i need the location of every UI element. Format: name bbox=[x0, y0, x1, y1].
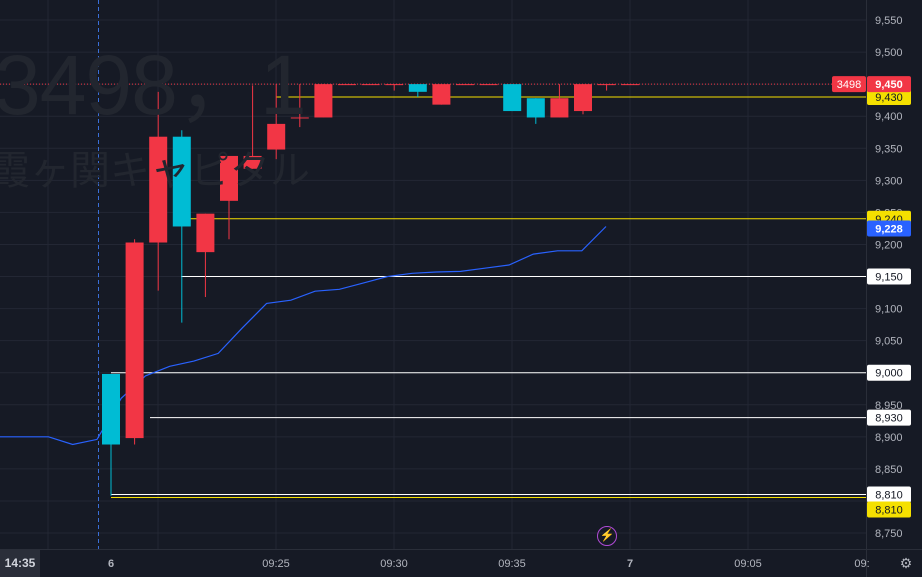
time-axis[interactable]: 6 09:25 09:30 09:35 7 09:05 09: bbox=[0, 549, 922, 571]
line-price-badge bbox=[867, 501, 911, 518]
candle-body bbox=[385, 84, 404, 86]
price-tick-label: 8,950 bbox=[875, 400, 903, 412]
candle-body bbox=[267, 123, 286, 150]
candle-body bbox=[550, 98, 569, 118]
candle-body bbox=[479, 84, 498, 86]
candle-body bbox=[574, 84, 592, 112]
crosshair-time-label: 14:35 bbox=[0, 549, 40, 577]
gear-icon[interactable]: ⚙ bbox=[899, 555, 913, 571]
candle-body bbox=[456, 84, 474, 86]
line-price-badge-label: 8,810 bbox=[875, 505, 903, 517]
time-tick-label: 6 bbox=[108, 558, 114, 570]
candle-body bbox=[243, 155, 262, 169]
lightning-icon[interactable]: ⚡ bbox=[597, 526, 617, 546]
candle-body bbox=[196, 213, 215, 253]
line-price-badge bbox=[867, 409, 911, 426]
candle-body bbox=[314, 84, 333, 118]
symbol-badge-label: 3498 bbox=[837, 79, 861, 91]
line-price-badge bbox=[867, 268, 911, 285]
price-tick-label: 9,300 bbox=[875, 175, 903, 187]
time-tick-label: 09:25 bbox=[262, 558, 290, 570]
time-tick-label: 09:30 bbox=[380, 558, 408, 570]
candle-body bbox=[432, 84, 451, 105]
line-price-badge-label: 8,810 bbox=[875, 490, 903, 502]
candle-body bbox=[408, 84, 427, 92]
candle-body bbox=[503, 84, 522, 112]
vwap-price-badge-label: 9,228 bbox=[875, 223, 903, 235]
price-tick-label: 9,500 bbox=[875, 47, 903, 59]
line-price-badge bbox=[867, 486, 911, 503]
time-tick-label: 7 bbox=[627, 558, 633, 570]
vwap-price-badge bbox=[867, 220, 911, 237]
candle-body bbox=[338, 84, 356, 86]
price-tick-label: 9,200 bbox=[875, 239, 903, 251]
line-price-badge bbox=[867, 364, 911, 381]
candle-body bbox=[597, 84, 616, 86]
candlestick-series bbox=[102, 84, 640, 496]
price-tick-label: 9,100 bbox=[875, 304, 903, 316]
line-price-badge bbox=[867, 88, 911, 105]
candle-body bbox=[290, 117, 309, 119]
line-price-badge-label: 9,150 bbox=[875, 272, 903, 284]
watermark-company-name: 霞ヶ関キャピタル bbox=[0, 148, 310, 194]
candle-body bbox=[361, 84, 380, 86]
symbol-badge bbox=[832, 76, 866, 93]
price-tick-label: 9,400 bbox=[875, 111, 903, 123]
line-price-badge-label: 9,000 bbox=[875, 368, 903, 380]
current-price-badge bbox=[867, 76, 911, 93]
price-tick-label: 9,050 bbox=[875, 336, 903, 348]
candle-body bbox=[526, 98, 545, 118]
current-price-badge-label: 9,450 bbox=[875, 79, 903, 91]
vwap-series bbox=[0, 226, 607, 446]
time-tick-label: 09:35 bbox=[498, 558, 526, 570]
price-tick-label: 8,900 bbox=[875, 432, 903, 444]
line-price-badge-label: 8,930 bbox=[875, 413, 903, 425]
line-price-badge-label: 9,430 bbox=[875, 92, 903, 104]
time-tick-label: 09:05 bbox=[734, 558, 762, 570]
watermark-ticker: 3498，1 bbox=[0, 38, 307, 132]
time-tick-label: 09: bbox=[854, 558, 869, 570]
price-tick-label: 9,350 bbox=[875, 143, 903, 155]
candle-body bbox=[125, 242, 144, 439]
candle-body bbox=[172, 136, 191, 227]
candle-body bbox=[621, 84, 640, 86]
candle-body bbox=[220, 155, 238, 201]
candle-body bbox=[149, 136, 168, 243]
price-tick-label: 9,550 bbox=[875, 15, 903, 27]
candle-body bbox=[102, 373, 120, 445]
price-tick-label: 8,750 bbox=[875, 528, 903, 540]
vwap-line bbox=[0, 226, 607, 446]
price-tick-label: 8,850 bbox=[875, 464, 903, 476]
